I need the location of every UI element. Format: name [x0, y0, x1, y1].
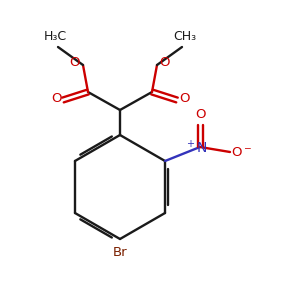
Text: H₃C: H₃C [44, 29, 67, 43]
Text: O: O [51, 92, 61, 104]
Text: CH₃: CH₃ [173, 29, 196, 43]
Text: O: O [160, 56, 170, 70]
Text: O: O [70, 56, 80, 70]
Text: O$^-$: O$^-$ [231, 146, 253, 158]
Text: $^+$N: $^+$N [184, 139, 208, 157]
Text: Br: Br [113, 247, 127, 260]
Text: O: O [196, 109, 206, 122]
Text: O: O [179, 92, 189, 104]
